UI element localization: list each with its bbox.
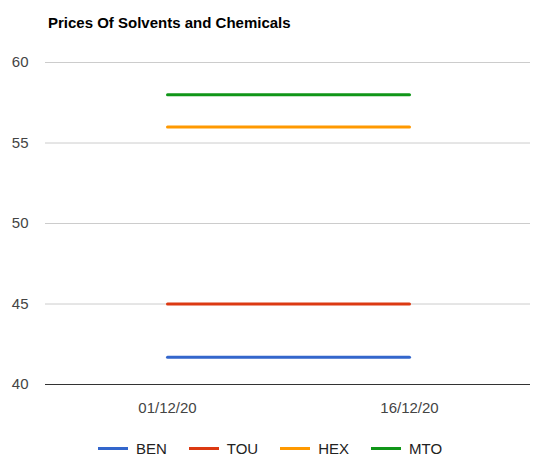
html-text:Prices Of Solvents and Chemica: Prices Of Solvents and Chemicals	[48, 14, 291, 31]
html-text:HEX: HEX	[318, 440, 349, 457]
svg-text:55: 55	[12, 134, 29, 151]
svg-text:16/12/20: 16/12/20	[380, 399, 438, 416]
html-text:BEN: BEN	[135, 440, 167, 457]
svg-text:60: 60	[12, 53, 29, 70]
html-text:MTO: MTO	[409, 440, 443, 457]
svg-text:01/12/20: 01/12/20	[138, 399, 196, 416]
svg-text:45: 45	[12, 295, 29, 312]
svg-text:40: 40	[12, 375, 29, 392]
svg-text:50: 50	[12, 214, 29, 231]
html-text:TOU: TOU	[226, 440, 259, 457]
